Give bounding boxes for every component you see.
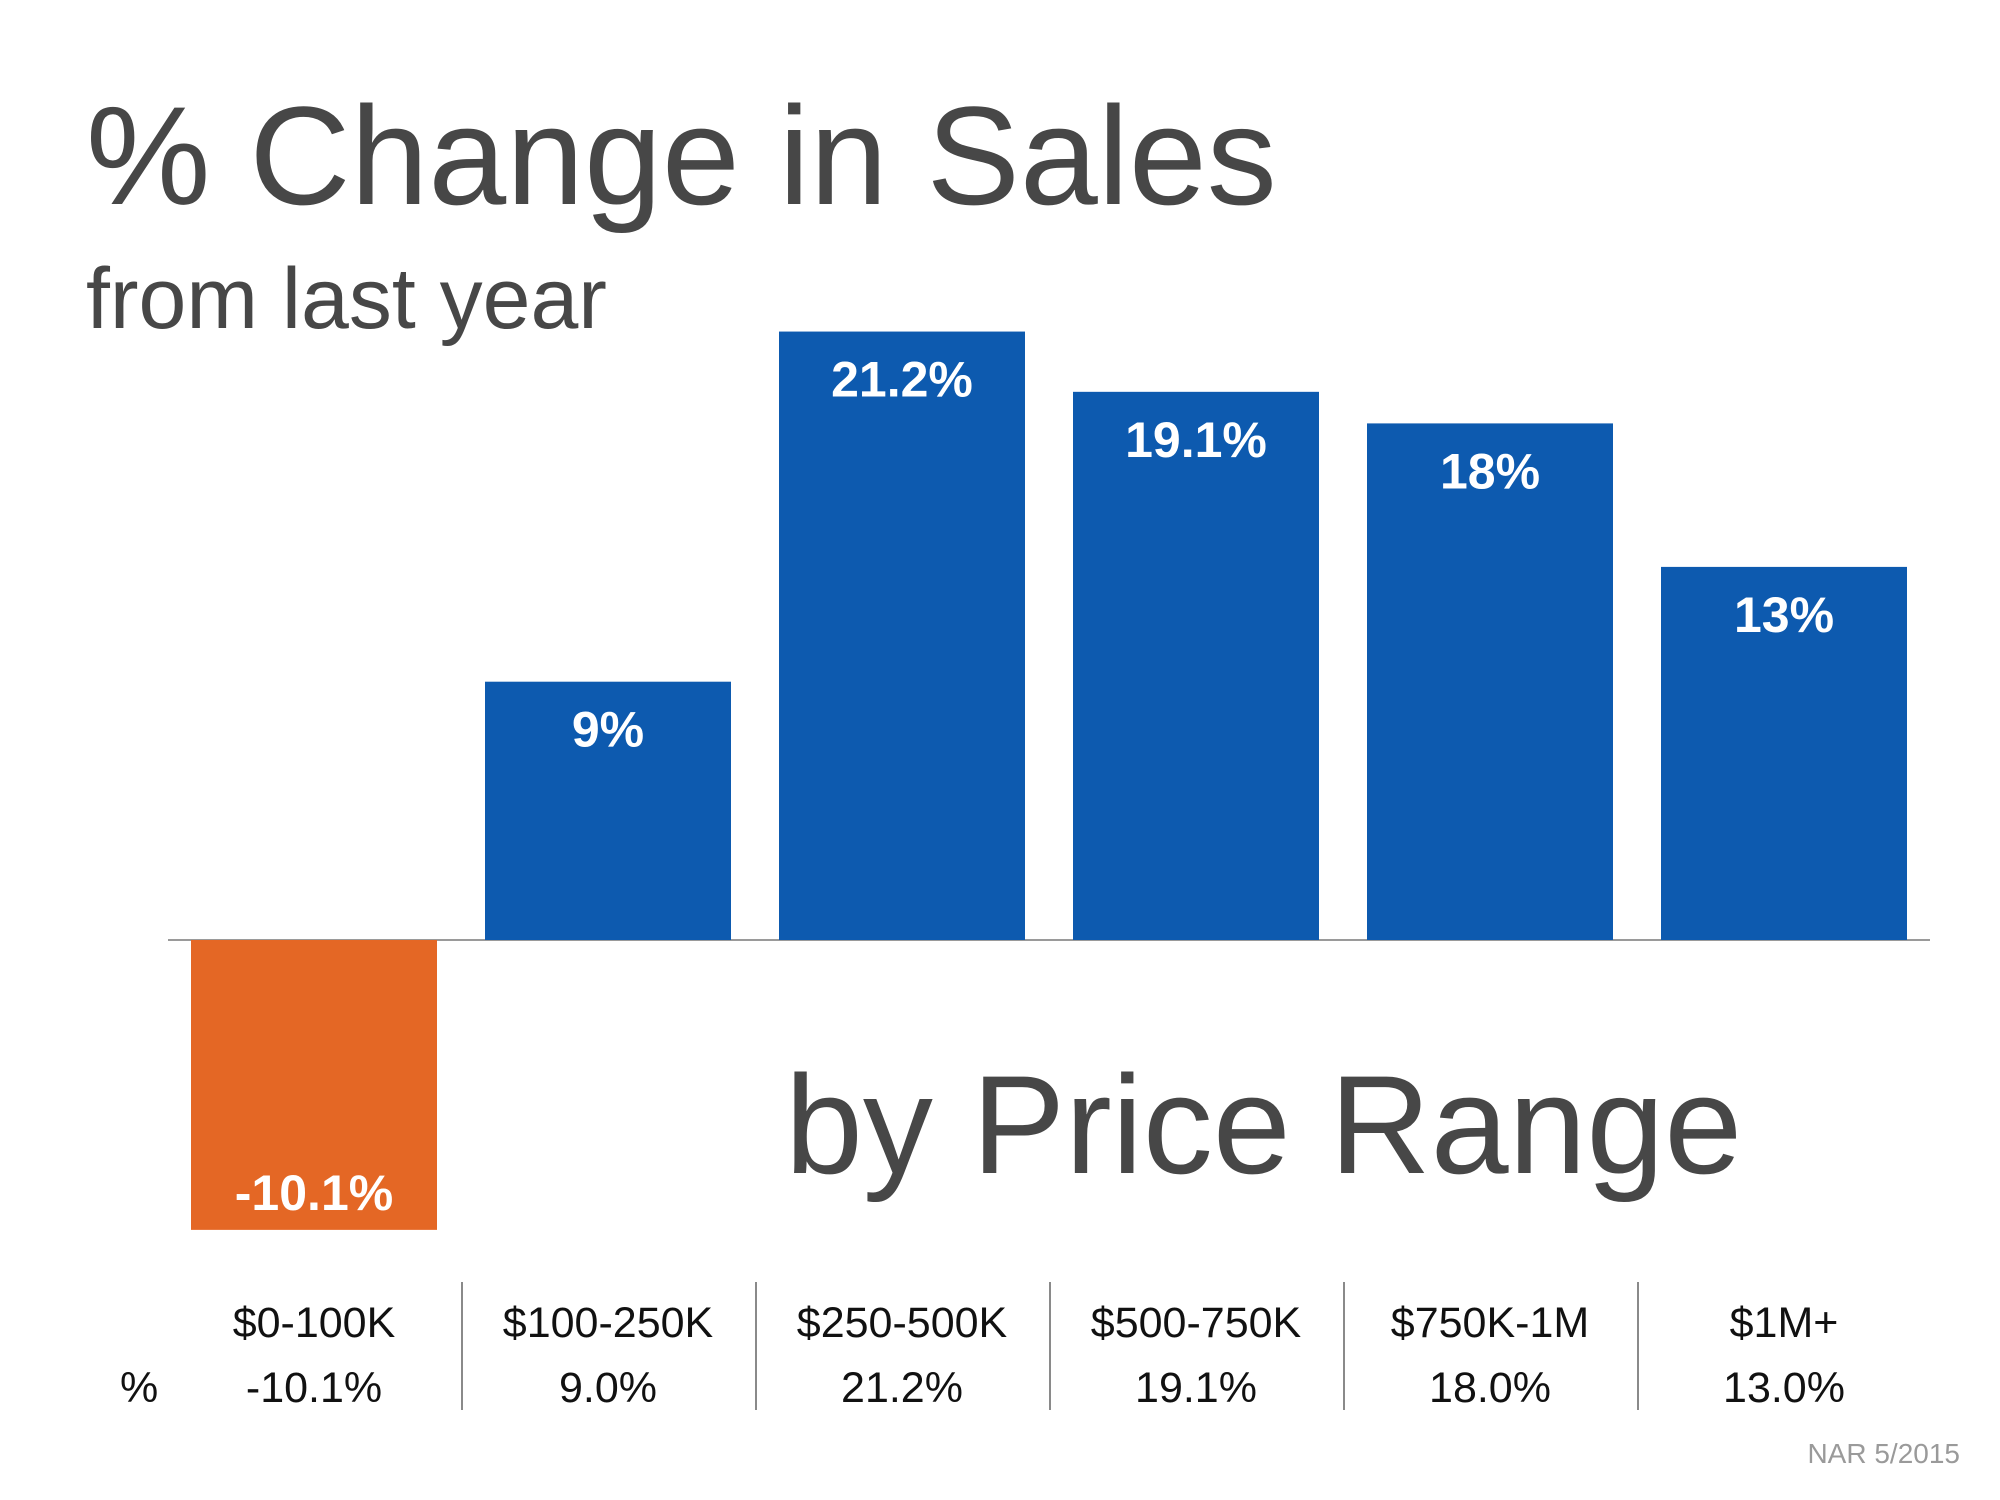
table-header-3: $500-750K: [1090, 1299, 1302, 1347]
table-divider: [461, 1282, 463, 1410]
table-value-2: 21.2%: [841, 1364, 963, 1412]
bar-1: [485, 681, 731, 940]
table-header-4: $750K-1M: [1390, 1299, 1590, 1347]
bar-data-label-3: 19.1%: [1125, 412, 1267, 468]
bar-0: [191, 940, 437, 1230]
bar-data-label-1: 9%: [572, 702, 644, 758]
bar-data-label-5: 13%: [1734, 587, 1834, 643]
bar-data-label-0: -10.1%: [235, 1165, 393, 1221]
bar-2: [779, 331, 1025, 940]
table-value-3: 19.1%: [1135, 1364, 1257, 1412]
table-divider: [1637, 1282, 1639, 1410]
table-divider: [1049, 1282, 1051, 1410]
table-value-5: 13.0%: [1723, 1364, 1845, 1412]
table-value-0: -10.1%: [245, 1364, 383, 1412]
price-range-label: by Price Range: [785, 1046, 1743, 1203]
table-header-1: $100-250K: [502, 1299, 714, 1347]
bar-5: [1661, 566, 1907, 940]
bar-data-label-4: 18%: [1440, 443, 1540, 499]
table-header-0: $0-100K: [232, 1299, 396, 1347]
table-row-label: %: [120, 1364, 159, 1412]
bar-data-label-2: 21.2%: [831, 352, 973, 408]
table-header-2: $250-500K: [796, 1299, 1008, 1347]
table-value-4: 18.0%: [1429, 1364, 1551, 1412]
bar-3: [1073, 391, 1319, 941]
source-note: NAR 5/2015: [1807, 1438, 1960, 1469]
chart-title: % Change in Sales: [86, 77, 1277, 234]
table-value-1: 9.0%: [558, 1364, 657, 1412]
table-divider: [1343, 1282, 1345, 1410]
bar-4: [1367, 423, 1613, 940]
table-divider: [755, 1282, 757, 1410]
table-header-5: $1M+: [1729, 1299, 1839, 1347]
chart-subtitle: from last year: [86, 251, 607, 347]
